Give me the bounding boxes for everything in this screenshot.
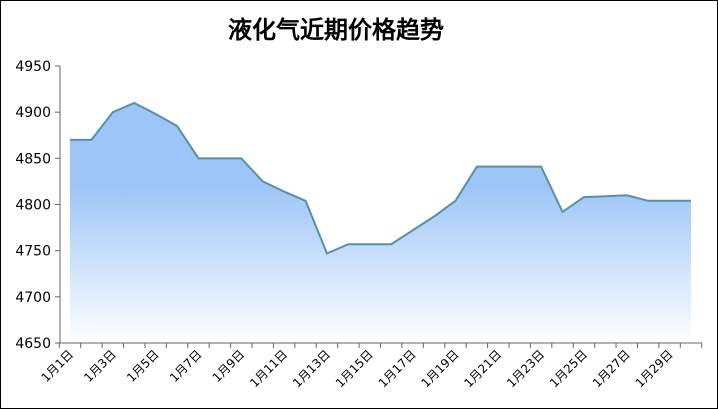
x-tick-label: 1月1日 xyxy=(38,347,76,385)
x-tick-label: 1月3日 xyxy=(81,347,119,385)
chart-title: 液化气近期价格趋势 xyxy=(228,16,444,44)
x-tick-label: 1月7日 xyxy=(167,347,205,385)
x-tick-label: 1月17日 xyxy=(376,347,419,390)
x-tick-label: 1月15日 xyxy=(333,347,376,390)
y-tick-label: 4800 xyxy=(15,198,51,214)
x-tick-label: 1月21日 xyxy=(461,347,504,390)
y-tick-label: 4700 xyxy=(15,290,51,306)
y-tick-label: 4900 xyxy=(15,105,51,121)
x-tick-label: 1月25日 xyxy=(547,347,590,390)
line xyxy=(70,101,691,255)
x-tick-label: 1月13日 xyxy=(290,347,333,390)
area xyxy=(70,102,691,343)
x-tick-label: 1月9日 xyxy=(210,347,248,385)
y-tick-label: 4750 xyxy=(15,244,51,260)
x-tick-label: 1月29日 xyxy=(633,347,676,390)
x-tick-label: 1月19日 xyxy=(419,347,462,390)
y-tick-label: 4950 xyxy=(15,59,51,75)
y-tick-label: 4850 xyxy=(15,151,51,167)
x-tick-label: 1月23日 xyxy=(504,347,547,390)
x-tick-label: 1月11日 xyxy=(247,347,290,390)
x-tick-label: 1月5日 xyxy=(124,347,162,385)
y-tick-label: 4650 xyxy=(15,336,51,352)
x-tick-label: 1月27日 xyxy=(590,347,633,390)
